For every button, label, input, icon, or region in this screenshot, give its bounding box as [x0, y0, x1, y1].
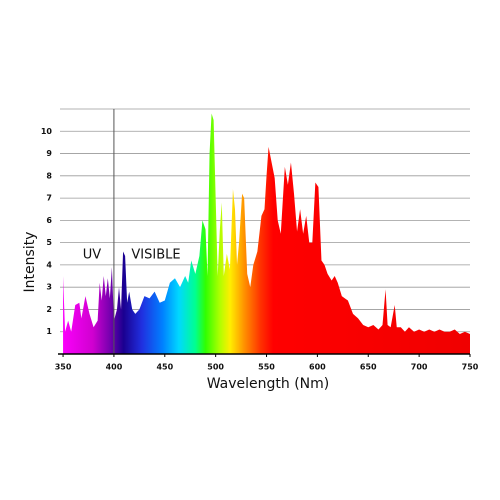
- x-tick-label: 650: [360, 363, 377, 372]
- x-tick-label: 350: [55, 363, 72, 372]
- y-tick-label: 1: [46, 327, 52, 336]
- x-tick-label: 400: [106, 363, 123, 372]
- y-tick-label: 10: [41, 127, 53, 136]
- x-tick-label: 450: [156, 363, 173, 372]
- y-axis-label: Intensity: [22, 232, 38, 293]
- y-tick-label: 8: [46, 171, 52, 180]
- annotation: VISIBLE: [131, 248, 180, 263]
- x-tick-label: 550: [258, 363, 275, 372]
- x-tick-label: 500: [207, 363, 224, 372]
- x-axis-label: Wavelength (Nm): [207, 376, 330, 392]
- x-tick-label: 700: [411, 363, 428, 372]
- y-tick-label: 3: [46, 283, 52, 292]
- y-tick-label: 9: [46, 149, 52, 158]
- y-tick-label: 7: [46, 194, 52, 203]
- y-tick-label: 5: [46, 238, 52, 247]
- y-tick-label: 6: [46, 216, 52, 225]
- y-tick-label: 2: [46, 305, 52, 314]
- x-tick-label: 600: [309, 363, 326, 372]
- y-tick-label: 4: [46, 260, 52, 269]
- annotation: UV: [83, 248, 102, 263]
- spectrum-area: [63, 113, 470, 354]
- x-tick-label: 750: [462, 363, 479, 372]
